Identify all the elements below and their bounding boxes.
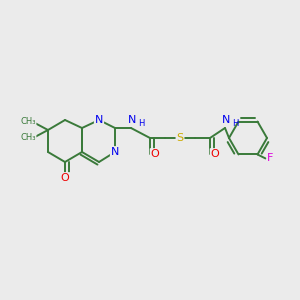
- Text: O: O: [61, 173, 69, 183]
- Text: H: H: [232, 119, 238, 128]
- Text: N: N: [111, 147, 119, 157]
- Text: CH₃: CH₃: [20, 118, 36, 127]
- Text: F: F: [267, 154, 274, 164]
- Text: O: O: [211, 149, 219, 159]
- Text: N: N: [222, 115, 230, 125]
- Text: N: N: [95, 115, 103, 125]
- Text: CH₃: CH₃: [20, 134, 36, 142]
- Text: S: S: [176, 133, 184, 143]
- Text: N: N: [128, 115, 136, 125]
- Text: H: H: [138, 119, 144, 128]
- Text: O: O: [151, 149, 159, 159]
